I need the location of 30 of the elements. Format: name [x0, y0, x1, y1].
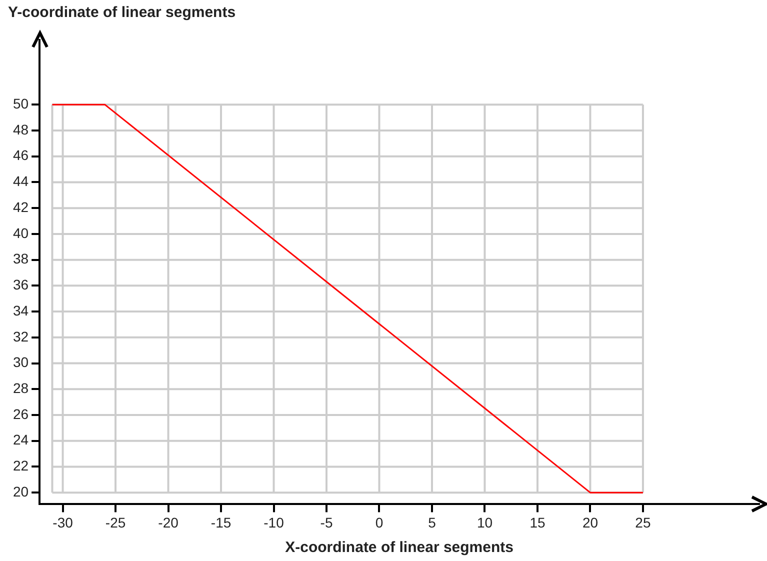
y-tick-label: 32	[12, 328, 29, 344]
y-tick-label: 34	[12, 302, 29, 318]
y-tick-label: 48	[12, 121, 29, 138]
y-tick-label: 26	[12, 406, 29, 422]
x-tick-label: -30	[52, 514, 74, 530]
y-axis-title: Y-coordinate of linear segments	[8, 4, 236, 21]
x-tick-label: 20	[582, 514, 598, 530]
y-tick-label: 44	[12, 173, 29, 190]
y-tick-label: 40	[12, 224, 29, 241]
y-tick-label: 50	[12, 96, 29, 112]
x-tick-label: -5	[320, 514, 333, 530]
y-tick-label: 28	[12, 380, 29, 396]
y-tick-label: 30	[12, 354, 29, 370]
y-tick-label: 38	[12, 250, 29, 267]
x-tick-label: 5	[428, 514, 436, 530]
x-tick-label: 15	[530, 514, 546, 530]
y-tick-label: 22	[12, 458, 29, 474]
x-axis-title: X-coordinate of linear segments	[285, 539, 514, 556]
y-tick-label: 24	[12, 432, 29, 448]
x-tick-label: -20	[158, 514, 179, 530]
y-tick-label: 46	[12, 147, 29, 164]
x-tick-label: -10	[264, 514, 284, 530]
y-tick-label: 36	[12, 276, 29, 293]
x-tick-label: -15	[210, 514, 232, 530]
x-tick-label: -25	[105, 514, 126, 530]
y-tick-label: 20	[12, 483, 29, 500]
x-tick-label: 25	[635, 514, 651, 530]
y-tick-label: 42	[12, 198, 29, 215]
x-tick-label: 10	[476, 514, 493, 530]
x-tick-label: 0	[375, 514, 384, 530]
